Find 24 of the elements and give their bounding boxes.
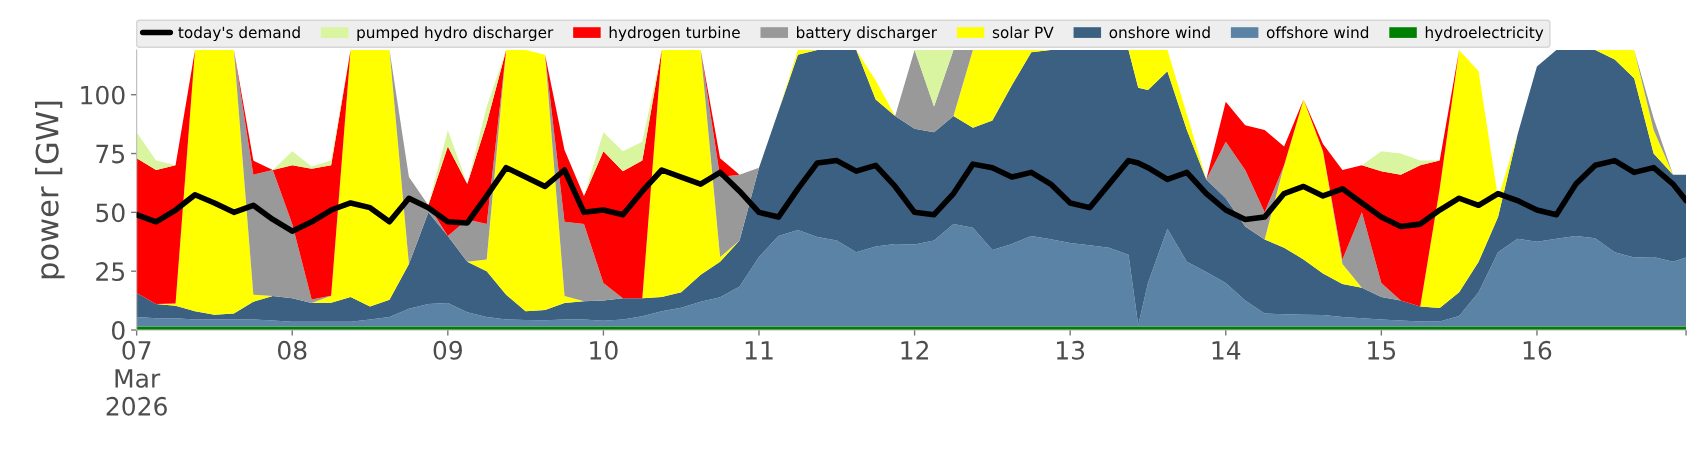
x-tick-label: 11	[745, 341, 773, 360]
x-tick-label: 07 Mar 2026	[106, 340, 167, 416]
legend-label: onshore wind	[1109, 26, 1210, 39]
legend-label: offshore wind	[1266, 26, 1369, 39]
y-tick-label: 25	[96, 262, 125, 282]
y-tick-label: 75	[96, 144, 125, 164]
legend-label: battery discharger	[797, 26, 937, 42]
x-tick-label: 14	[1212, 341, 1241, 360]
x-tick-label: 09	[433, 340, 462, 360]
y-axis-title: power [GW]	[35, 101, 65, 279]
legend-label: hydroelectricity	[1425, 26, 1544, 42]
x-tick-label: 16	[1523, 340, 1552, 360]
x-tick-label: 13	[1057, 340, 1085, 360]
x-tick-label: 08	[277, 340, 307, 360]
x-tick-label: 12	[901, 340, 928, 360]
x-tick-label: 15	[1368, 341, 1396, 360]
y-tick-label: 0	[111, 320, 125, 340]
x-tick-label: 10	[590, 340, 618, 360]
y-tick-label: 100	[81, 85, 125, 105]
legend-label: pumped hydro discharger	[357, 26, 554, 42]
legend-label: today's demand	[178, 26, 300, 42]
legend-label: hydrogen turbine	[609, 26, 740, 42]
y-tick-label: 50	[96, 203, 125, 223]
legend-label: solar PV	[992, 26, 1054, 39]
